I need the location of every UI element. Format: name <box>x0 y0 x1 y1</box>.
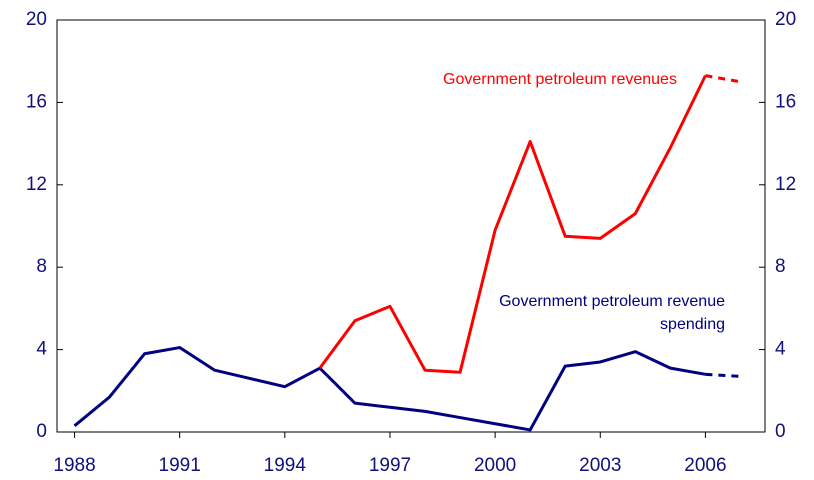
x-tick-label: 2000 <box>474 455 516 476</box>
series-line <box>318 74 707 374</box>
x-tick-label: 1994 <box>264 455 307 476</box>
y2-tick-label: 0 <box>775 421 786 442</box>
y-tick-label: 20 <box>26 9 47 30</box>
y-tick-label: 16 <box>26 91 47 112</box>
series-label: Government petroleum revenue spending <box>499 293 725 333</box>
y-tick-label: 8 <box>36 256 47 277</box>
x-tick-label: 1991 <box>159 455 201 476</box>
series-label: Government petroleum revenues <box>443 71 677 88</box>
y2-tick-label: 12 <box>775 174 796 195</box>
x-tick-label: 2006 <box>684 455 726 476</box>
y2-tick-label: 16 <box>775 91 796 112</box>
y-tick-label: 4 <box>36 339 47 360</box>
series-forecast <box>705 372 741 378</box>
series-line <box>73 346 706 432</box>
x-tick-label: 1997 <box>369 455 411 476</box>
y-tick-label: 0 <box>36 421 47 442</box>
y2-tick-label: 4 <box>775 339 786 360</box>
y-tick-label: 12 <box>26 174 47 195</box>
plot-frame <box>56 19 766 433</box>
x-tick-label: 1988 <box>53 455 95 476</box>
series-forecast <box>705 74 741 84</box>
y2-tick-label: 20 <box>775 9 796 30</box>
y2-tick-label: 8 <box>775 256 786 277</box>
x-tick-label: 2003 <box>579 455 621 476</box>
